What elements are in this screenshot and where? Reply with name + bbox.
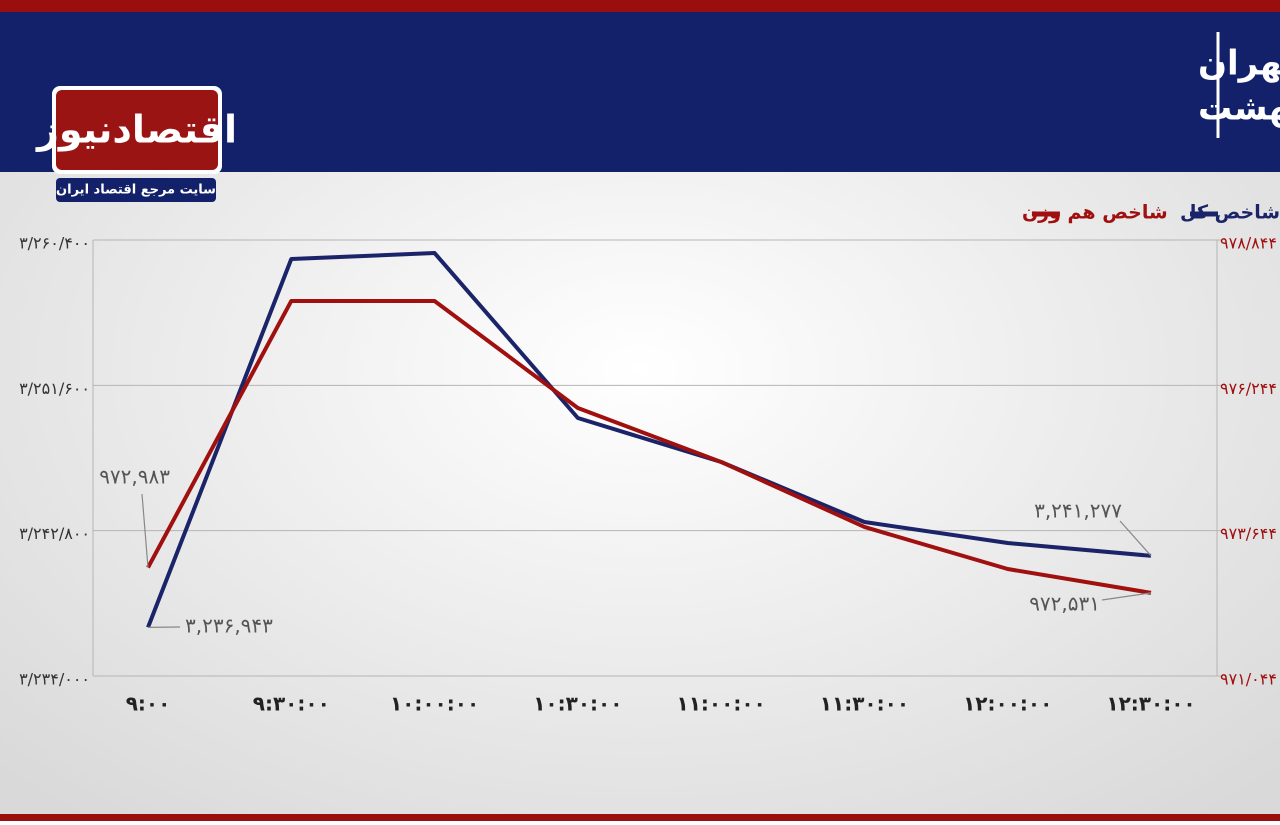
tagline: سایت مرجع اقتصاد ایران — [56, 183, 216, 198]
y-tick-label: ۳/۲۶۰/۴۰۰ — [19, 234, 90, 253]
bottom-stripe — [0, 814, 1280, 821]
value-label: ۳,۲۴۱,۲۷۷ — [1034, 499, 1122, 523]
y-tick-label: ۳/۲۳۴/۰۰۰ — [19, 670, 90, 689]
legend-label: شاخص هم وزن — [1022, 202, 1168, 224]
chart-title: روند ساعتی شاخص کل و هم‌وزن بورس تهران — [1198, 44, 1280, 84]
x-tick-label: ۹:۰۰ — [126, 692, 171, 716]
x-tick-label: ۱۱:۰۰:۰۰ — [677, 692, 766, 716]
value-label: ۹۷۲,۵۳۱ — [1029, 592, 1100, 616]
value-label: ۹۷۲,۹۸۳ — [99, 465, 170, 489]
y2-tick-label: ۹۷۶/۲۴۴ — [1220, 379, 1277, 398]
logo-text: اقتصادنیوز — [35, 108, 237, 152]
x-tick-label: ۱۲:۰۰:۰۰ — [963, 692, 1052, 716]
x-tick-label: ۱۲:۳۰:۰۰ — [1106, 692, 1195, 716]
y2-tick-label: ۹۷۸/۸۴۴ — [1220, 234, 1277, 253]
y2-tick-label: ۹۷۳/۶۴۴ — [1220, 524, 1277, 543]
legend-label: شاخص کل — [1180, 202, 1280, 224]
top-stripe — [0, 0, 1280, 12]
y-tick-label: ۳/۲۴۲/۸۰۰ — [19, 524, 90, 543]
x-tick-label: ۱۰:۰۰:۰۰ — [390, 692, 479, 716]
x-tick-label: ۱۰:۳۰:۰۰ — [533, 692, 622, 716]
y2-tick-label: ۹۷۱/۰۴۴ — [1220, 670, 1277, 689]
value-label: ۳,۲۳۶,۹۴۳ — [185, 614, 273, 638]
x-tick-label: ۱۱:۳۰:۰۰ — [820, 692, 909, 716]
x-tick-label: ۹:۳۰:۰۰ — [253, 692, 330, 716]
chart-subtitle: شنبه ۲۷ اردیبهشت — [1198, 89, 1280, 129]
y-tick-label: ۳/۲۵۱/۶۰۰ — [19, 379, 90, 398]
